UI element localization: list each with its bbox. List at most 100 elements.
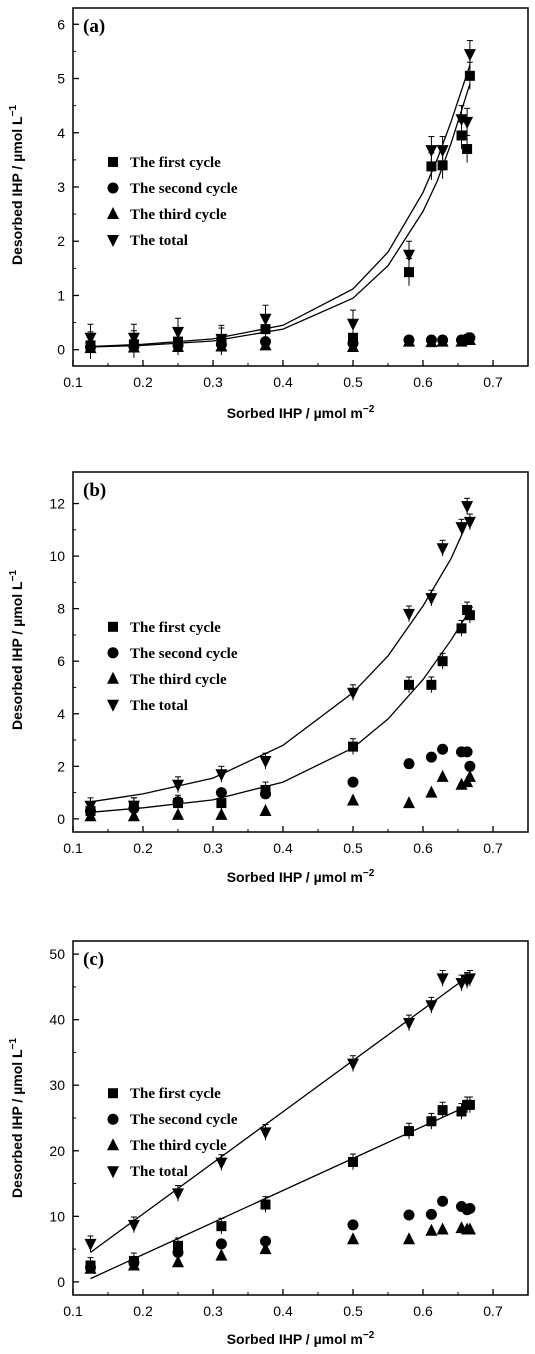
x-tick-label: 0.5 xyxy=(343,1303,363,1319)
marker-square xyxy=(462,144,473,155)
marker-triangle-up xyxy=(107,206,119,219)
marker-triangle-down xyxy=(463,516,476,529)
marker-circle xyxy=(464,1202,476,1214)
panel-label: (b) xyxy=(83,480,106,501)
marker-circle xyxy=(107,182,119,194)
marker-triangle-up xyxy=(463,332,476,345)
marker-triangle-down xyxy=(347,687,359,700)
series-the-third-cycle xyxy=(84,769,476,822)
y-axis-title: Desorbed IHP / µmol L−1 xyxy=(8,105,25,265)
series-the-third-cycle xyxy=(84,331,476,354)
marker-triangle-down xyxy=(259,1127,272,1140)
marker-triangle-down xyxy=(455,522,468,535)
marker-circle xyxy=(347,776,359,788)
marker-triangle-down xyxy=(107,234,119,247)
y-axis-title: Desorbed IHP / µmol L−1 xyxy=(8,1038,25,1198)
marker-square xyxy=(437,656,448,667)
x-axis-title: Sorbed IHP / µmol m−2 xyxy=(227,404,375,421)
y-axis-title-sup: −1 xyxy=(8,1038,19,1050)
x-axis-title: Sorbed IHP / µmol m−2 xyxy=(227,1330,375,1347)
legend-label: The third cycle xyxy=(130,207,227,223)
x-tick-label: 0.6 xyxy=(413,1303,433,1319)
marker-triangle-up xyxy=(172,340,184,353)
marker-triangle-down xyxy=(127,800,140,813)
marker-triangle-up xyxy=(436,334,449,347)
marker-triangle-down xyxy=(403,1017,415,1030)
marker-triangle-down xyxy=(84,800,97,813)
marker-square xyxy=(260,1199,271,1210)
marker-square xyxy=(437,1105,448,1116)
marker-square xyxy=(456,1106,467,1117)
marker-circle xyxy=(403,758,415,770)
marker-triangle-up xyxy=(215,807,228,820)
marker-triangle-up xyxy=(403,796,415,809)
marker-triangle-up xyxy=(259,803,272,816)
marker-circle xyxy=(403,1209,415,1221)
marker-triangle-down xyxy=(425,1000,438,1013)
y-tick-label: 8 xyxy=(57,601,65,617)
marker-square xyxy=(404,1126,414,1137)
y-tick-label: 2 xyxy=(57,758,65,774)
marker-triangle-down xyxy=(436,145,449,158)
marker-circle xyxy=(461,746,473,758)
x-axis-title-sup: −2 xyxy=(363,404,375,415)
y-tick-label: 0 xyxy=(57,342,65,358)
x-tick-label: 0.7 xyxy=(483,1303,503,1319)
series-the-total xyxy=(84,970,476,1252)
x-tick-label: 0.3 xyxy=(203,840,223,856)
marker-square xyxy=(437,160,448,171)
marker-square xyxy=(108,156,118,167)
marker-triangle-down xyxy=(107,1166,119,1179)
y-tick-label: 0 xyxy=(57,1274,65,1290)
y-tick-label: 40 xyxy=(49,1012,65,1028)
marker-circle xyxy=(425,751,437,763)
marker-square xyxy=(348,741,358,752)
marker-triangle-up xyxy=(84,809,97,822)
series-the-third-cycle xyxy=(84,1221,476,1274)
marker-square xyxy=(464,610,475,621)
marker-triangle-down xyxy=(425,145,438,158)
legend-label: The third cycle xyxy=(130,1138,227,1154)
y-tick-label: 30 xyxy=(49,1077,65,1093)
marker-circle xyxy=(437,1195,449,1207)
marker-triangle-down xyxy=(127,332,140,345)
plot-frame xyxy=(72,471,529,833)
x-tick-label: 0.5 xyxy=(343,840,363,856)
y-tick-label: 6 xyxy=(57,653,65,669)
chart-panel-c: 0.1 0.2 0.3 0.4 0.5 0.6 0.7 0 10 20 30 40 50 Sorbed I… xyxy=(8,940,529,1347)
series-the-second-cycle xyxy=(85,332,476,353)
x-tick-label: 0.3 xyxy=(203,374,223,390)
marker-triangle-up xyxy=(215,1248,228,1261)
y-tick-label: 10 xyxy=(49,548,65,564)
chart-panel-b: 0.1 0.2 0.3 0.4 0.5 0.6 0.7 0 2 4 6 8 10 12 Sorbed IHP… xyxy=(8,471,529,885)
x-axis-title-sup: −2 xyxy=(363,868,375,879)
marker-square xyxy=(462,604,473,615)
y-tick-label: 10 xyxy=(49,1208,65,1224)
x-tick-label: 0.6 xyxy=(413,374,433,390)
x-tick-label: 0.5 xyxy=(343,374,363,390)
marker-square xyxy=(464,70,475,81)
fit-line xyxy=(90,64,471,348)
legend-label: The second cycle xyxy=(130,181,238,197)
legend-label: The second cycle xyxy=(130,646,238,662)
legend-label: The first cycle xyxy=(130,155,221,171)
marker-triangle-down xyxy=(259,756,272,769)
legend-label: The first cycle xyxy=(130,620,221,636)
marker-triangle-down xyxy=(403,249,415,262)
marker-circle xyxy=(107,647,119,659)
marker-square xyxy=(456,130,467,141)
y-tick-label: 2 xyxy=(57,233,65,249)
marker-triangle-down xyxy=(347,1058,359,1071)
marker-square xyxy=(404,679,414,690)
y-axis-title-sup: −1 xyxy=(8,570,19,582)
series-the-total xyxy=(84,40,476,353)
x-axis-title-sup: −2 xyxy=(363,1330,375,1341)
marker-triangle-down xyxy=(347,318,359,331)
marker-square xyxy=(404,267,414,278)
legend: The first cycle The second cycle The third… xyxy=(107,1086,238,1180)
x-tick-label: 0.7 xyxy=(483,840,503,856)
marker-square xyxy=(108,1088,118,1099)
marker-triangle-down xyxy=(403,608,415,621)
marker-triangle-down xyxy=(461,116,474,129)
